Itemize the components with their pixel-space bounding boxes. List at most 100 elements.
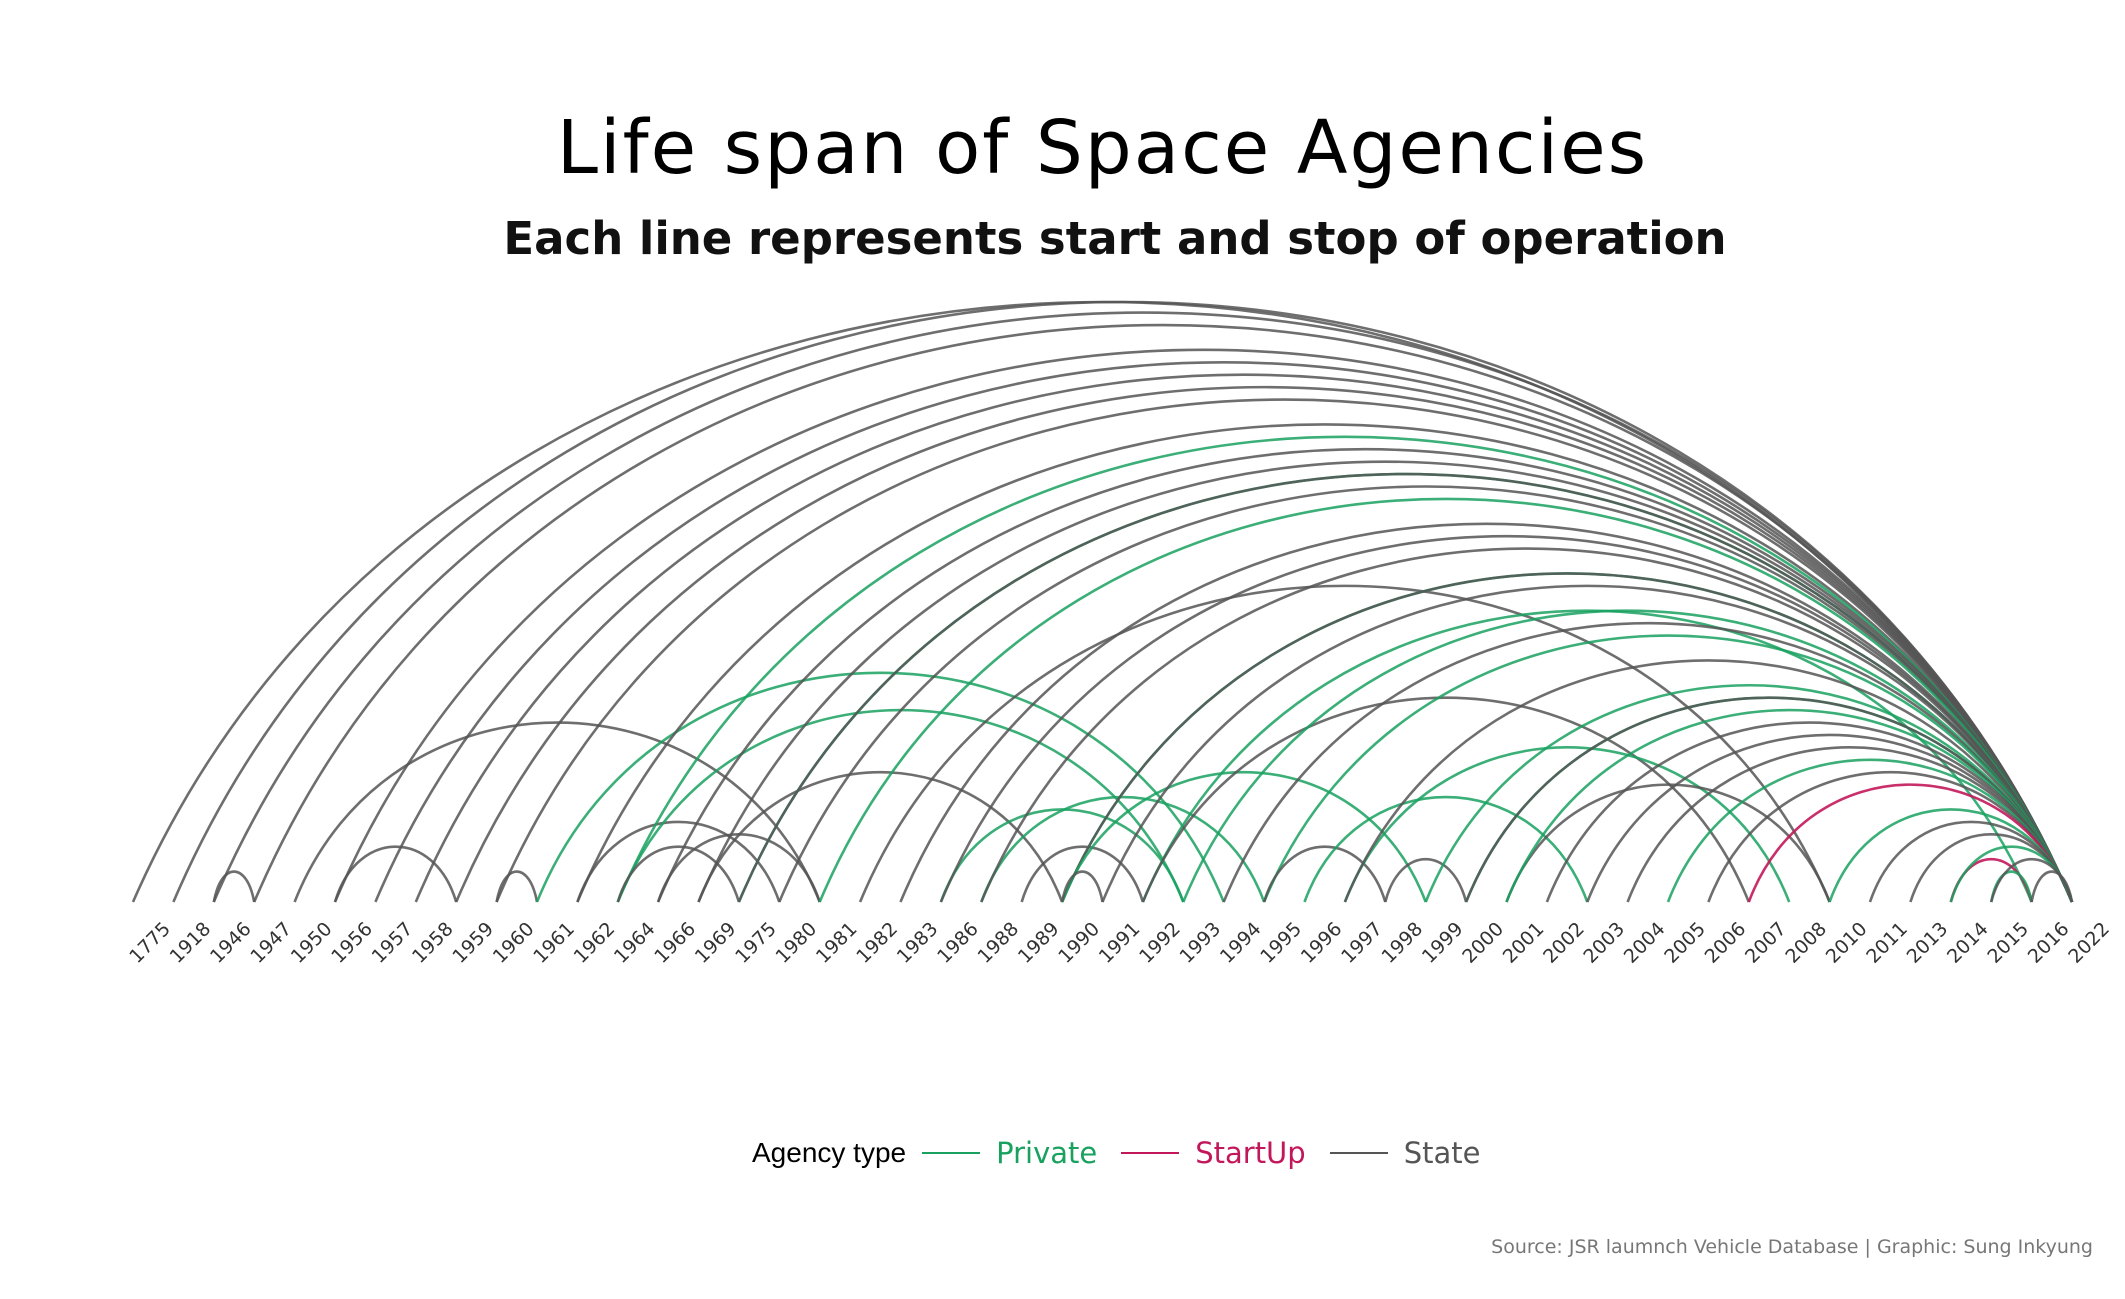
tick-label-1998: 1998 [1377,918,1427,968]
arc-private-1995-2022 [1262,634,2074,903]
arc-state-1960-2022 [495,398,2074,903]
tick-label-1975: 1975 [731,918,781,968]
arc-state-2015-2022 [1989,857,2074,903]
arc-private-1961-1994 [535,671,1225,903]
arc-state-1956-2022 [333,348,2074,903]
arc-state-1964-1975 [616,845,741,903]
tick-label-1982: 1982 [852,918,902,968]
tick-label-2015: 2015 [1983,918,2033,968]
arc-state-2013-2022 [1909,833,2074,903]
tick-label-1966: 1966 [650,918,700,968]
arc-state-1950-1981 [293,721,821,903]
arc-state-2001-2010 [1505,783,1831,903]
tick-label-1990: 1990 [1054,918,1104,968]
arc-state-1969-1990 [697,771,1064,903]
legend-title: Agency type [752,1137,907,1168]
chart-title: Life span of Space Agencies [556,105,1649,191]
tick-label-1957: 1957 [368,918,418,968]
tick-label-2016: 2016 [2024,918,2074,968]
tick-label-1958: 1958 [408,918,458,968]
tick-label-1775: 1775 [125,918,175,968]
arc-state-1962-1980 [576,820,781,903]
arc-private-1964-1993 [616,708,1185,903]
legend-item-private: Private [922,1136,1097,1170]
tick-label-1947: 1947 [246,918,296,968]
arc-state-1990-1991 [1060,870,1104,903]
arc-private-1992-2016 [1141,609,2033,903]
tick-label-1950: 1950 [287,918,337,968]
tick-label-1960: 1960 [489,918,539,968]
legend-swatch-startup [1121,1152,1180,1154]
arc-startup-2007-2022 [1747,783,2074,903]
legend-label-private: Private [996,1136,1098,1170]
tick-label-1989: 1989 [1014,918,1064,968]
tick-label-2013: 2013 [1903,918,1953,968]
legend-item-startup: StartUp [1121,1136,1306,1170]
source-caption: Source: JSR laumnch Vehicle Database | G… [1491,1236,2093,1258]
arc-state-1992-2007 [1141,696,1751,903]
arc-private-2014-2022 [1949,845,2074,903]
tick-label-1961: 1961 [529,918,579,968]
arc-state-1980-2022 [778,485,2074,903]
arc-state-1988-2022 [980,547,2074,903]
legend-label-startup: StartUp [1195,1136,1306,1170]
tick-label-1994: 1994 [1216,918,1266,968]
tick-label-1999: 1999 [1418,918,1468,968]
legend-label-state: State [1403,1136,1481,1170]
tick-label-1997: 1997 [1337,918,1387,968]
arc-state-1957-2022 [374,361,2074,903]
tick-label-2014: 2014 [1943,918,1993,968]
chart-subtitle: Each line represents start and stop of o… [503,212,1727,265]
arc-state-1997-2022 [1343,659,2074,903]
tick-label-1986: 1986 [933,918,983,968]
tick-label-2000: 2000 [1458,918,1508,968]
arc-layer [131,300,2074,903]
tick-label-2002: 2002 [1539,918,1589,968]
tick-label-1918: 1918 [166,918,216,968]
tick-label-1956: 1956 [327,918,377,968]
arc-private-1988-1995 [980,795,1266,903]
tick-label-1946: 1946 [206,918,256,968]
arc-state-1958-2022 [414,373,2074,903]
arc-state-1962-2022 [576,423,2074,903]
tick-label-1996: 1996 [1297,918,1347,968]
arc-state-1990-2022 [1060,572,2074,903]
tick-label-1980: 1980 [771,918,821,968]
legend-item-state: State [1329,1136,1481,1170]
arc-state-1995-1998 [1262,845,1387,903]
tick-label-1992: 1992 [1135,918,1185,968]
tick-label-2022: 2022 [2064,918,2114,968]
tick-label-2003: 2003 [1579,918,1629,968]
tick-label-2001: 2001 [1499,918,1549,968]
arc-state-2016-2022 [2030,870,2074,903]
tick-label-1969: 1969 [691,918,741,968]
arc-private-1996-2003 [1303,795,1589,903]
legend-swatch-private [922,1152,981,1154]
arc-state-1982-2010 [858,584,1831,903]
tick-label-2006: 2006 [1701,918,1751,968]
arc-state-1989-1992 [1020,845,1145,903]
arc-state-1946-1947 [212,870,256,903]
tick-label-1991: 1991 [1095,918,1145,968]
legend: Agency type Private StartUp State [752,1136,1504,1170]
tick-label-1981: 1981 [812,918,862,968]
arc-private-1997-2008 [1343,746,1791,903]
arc-state-1966-2022 [656,447,2074,903]
tick-label-1993: 1993 [1175,918,1225,968]
tick-label-2008: 2008 [1781,918,1831,968]
arc-state-1956-1959 [333,845,458,903]
tick-label-2004: 2004 [1620,918,1670,968]
x-axis-ticks: 1775191819461947195019561957195819591960… [125,918,2114,968]
tick-label-1988: 1988 [973,918,1023,968]
arc-private-1981-2022 [818,497,2074,903]
tick-label-2007: 2007 [1741,918,1791,968]
tick-label-1964: 1964 [610,918,660,968]
legend-swatch-state [1329,1152,1388,1154]
arc-state-1959-2022 [455,386,2074,903]
tick-label-2011: 2011 [1862,918,1912,968]
arc-private-1986-1993 [939,808,1185,903]
tick-label-1959: 1959 [448,918,498,968]
tick-label-1995: 1995 [1256,918,1306,968]
tick-label-1983: 1983 [893,918,943,968]
